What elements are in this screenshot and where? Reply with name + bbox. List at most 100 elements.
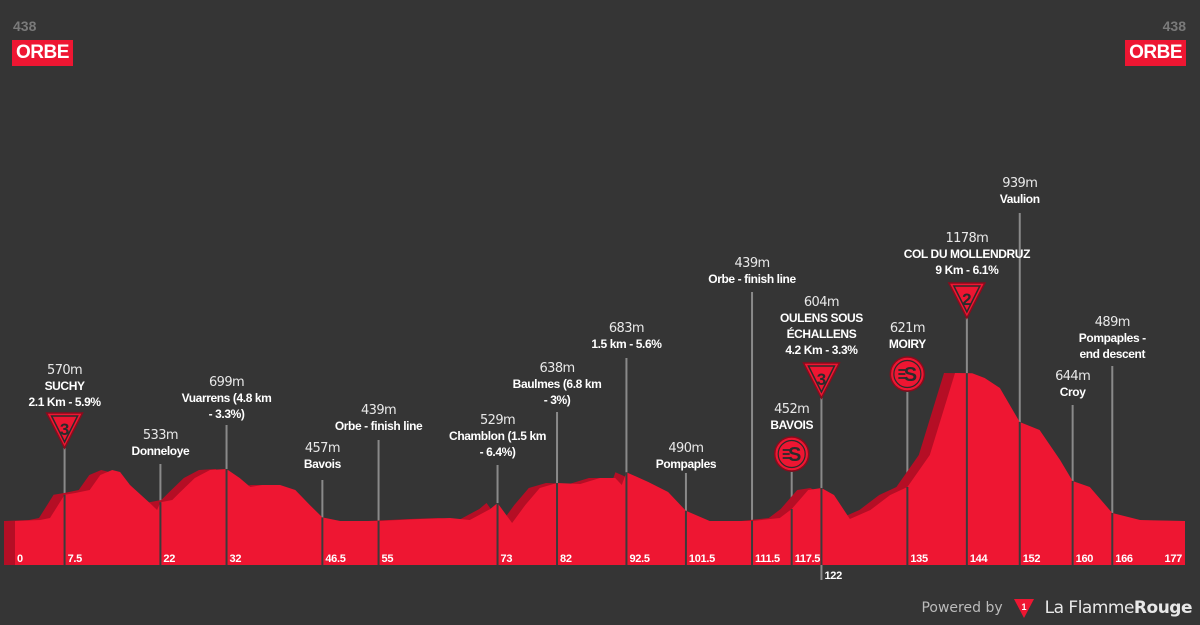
marker-name: Baulmes (6.8 km <box>513 377 602 391</box>
marker-name: Pompaples <box>656 457 717 471</box>
marker-name: MOIRY <box>889 337 926 351</box>
marker-elevation: 529m <box>480 413 515 428</box>
la-flamme-rouge-logo-icon: 1 <box>1013 599 1034 618</box>
climb-category-number: 3 <box>60 420 69 439</box>
marker-name: Chamblon (1.5 km <box>449 429 546 443</box>
marker-name: 9 Km - 6.1% <box>935 263 999 277</box>
footer: Powered by 1 La FlammeRouge <box>921 597 1193 619</box>
marker-elevation: 644m <box>1055 369 1090 384</box>
km-tick-label: 117.5 <box>795 553 821 565</box>
sprint-icon-ring <box>893 359 922 389</box>
marker-name: COL DU MOLLENDRUZ <box>904 247 1030 261</box>
marker-elevation: 490m <box>668 441 703 456</box>
marker-elevation: 604m <box>804 295 839 310</box>
km-tick-label: 7.5 <box>68 553 83 565</box>
marker-elevation: 439m <box>734 256 769 271</box>
km-tick-label: 166 <box>1115 553 1133 565</box>
marker-elevation: 533m <box>143 428 178 443</box>
climb-category-icon <box>45 412 84 450</box>
climb-category-inner-border <box>807 365 836 394</box>
km-tick-label: 92.5 <box>629 553 649 565</box>
km-tick-label: 160 <box>1076 553 1094 565</box>
marker-elevation: 570m <box>47 363 82 378</box>
elevation-profile-area <box>15 373 1185 565</box>
sprint-icon <box>773 436 810 472</box>
marker-name: BAVOIS <box>770 418 813 432</box>
km-tick-label: 22 <box>163 553 175 565</box>
marker-name: Pompaples - <box>1079 331 1146 345</box>
marker-elevation: 457m <box>305 441 340 456</box>
brand-name: La FlammeRouge <box>1044 598 1193 618</box>
climb-category-number: 3 <box>817 370 826 389</box>
marker-elevation: 683m <box>609 321 644 336</box>
km-tick-label: 73 <box>501 553 513 565</box>
finish-town-badge: ORBE <box>1125 40 1186 66</box>
km-tick-label: 144 <box>970 553 989 565</box>
km-tick-label: 32 <box>230 553 242 565</box>
marker-name: - 3.3%) <box>209 407 245 421</box>
climb-category-number: 2 <box>962 290 971 309</box>
marker-name: - 3%) <box>544 393 571 407</box>
marker-name: Croy <box>1060 385 1086 399</box>
sprint-icon-ring <box>777 439 806 469</box>
km-tick-label: 82 <box>560 553 572 565</box>
climb-category-inner-border <box>952 285 982 314</box>
marker-elevation: 439m <box>361 403 396 418</box>
marker-elevation: 621m <box>890 321 925 336</box>
marker-name: Orbe - finish line <box>335 419 423 433</box>
km-tick-label: 177 <box>1165 553 1183 565</box>
marker-name: Orbe - finish line <box>708 272 796 286</box>
start-town-badge: ORBE <box>12 40 73 66</box>
marker-name: 1.5 km - 5.6% <box>591 337 662 351</box>
marker-elevation: 699m <box>209 375 244 390</box>
marker-name: Bavois <box>304 457 342 471</box>
climb-category-inner-border <box>50 415 79 444</box>
climb-category-icon <box>802 362 841 400</box>
svg-text:1: 1 <box>1021 602 1026 612</box>
marker-name: ÉCHALLENS <box>787 326 857 341</box>
finish-elevation: 438 <box>1162 18 1186 34</box>
km-tick-label: 152 <box>1023 553 1041 565</box>
sprint-s-glyph: S <box>904 364 917 386</box>
marker-name: Vuarrens (4.8 km <box>182 391 272 405</box>
marker-elevation: 939m <box>1002 176 1037 191</box>
marker-name: OULENS SOUS <box>780 311 863 325</box>
sprint-icon <box>889 356 926 392</box>
marker-elevation: 1178m <box>945 231 988 246</box>
climb-category-icon <box>947 282 987 320</box>
powered-by-label: Powered by <box>921 600 1003 616</box>
marker-elevation: 638m <box>539 361 574 376</box>
start-elevation: 438 <box>13 18 37 34</box>
marker-name: 4.2 Km - 3.3% <box>785 343 858 357</box>
marker-elevation: 489m <box>1095 315 1130 330</box>
marker-name: 2.1 Km - 5.9% <box>28 395 101 409</box>
marker-name: Donneloye <box>132 444 190 458</box>
km-tick-label: 122 <box>824 570 842 582</box>
marker-elevation: 452m <box>774 402 809 417</box>
km-tick-label: 101.5 <box>689 553 715 565</box>
km-tick-label: 111.5 <box>755 553 780 565</box>
km-tick-label: 135 <box>910 553 928 565</box>
km-tick-label: 55 <box>382 553 394 565</box>
marker-name: end descent <box>1079 347 1145 361</box>
marker-name: - 6.4%) <box>480 445 516 459</box>
sprint-s-glyph: S <box>788 444 801 466</box>
km-tick-label: 46.5 <box>325 553 345 565</box>
marker-name: Vaulion <box>1000 192 1040 206</box>
